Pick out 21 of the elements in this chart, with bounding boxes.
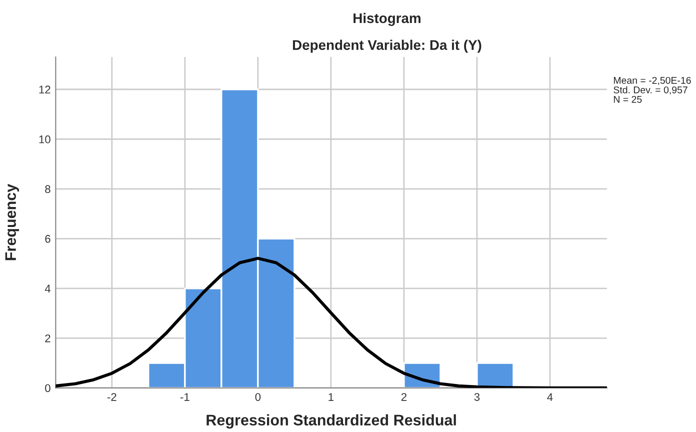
text: N = 25 — [614, 96, 642, 103]
y-tick-label: 2 — [45, 334, 50, 342]
x-axis-title: Regression Standardized Residual — [206, 414, 456, 429]
x-tick-label: 4 — [547, 393, 553, 401]
chart-title: Histogram — [354, 12, 420, 26]
y-tick-label: 4 — [44, 284, 50, 292]
y-tick-label: 8 — [45, 185, 50, 194]
chart-subtitle: Dependent Variable: Da it (Y) — [292, 40, 482, 53]
y-tick-label: 12 — [39, 86, 50, 94]
x-tick-label: -1 — [180, 393, 190, 401]
text: Mean = -2,50E-16 — [614, 76, 691, 85]
x-tick-label: 1 — [328, 393, 334, 401]
y-tick-label: 6 — [45, 234, 50, 243]
y-tick-label: 10 — [39, 135, 50, 144]
y-tick-label: 0 — [45, 384, 50, 392]
x-tick-label: 3 — [474, 393, 480, 401]
text: Std. Dev. = 0,957 — [614, 86, 688, 94]
x-tick-label: 2 — [401, 393, 406, 401]
x-tick-label: 0 — [255, 393, 261, 401]
x-tick-label: -2 — [107, 393, 116, 401]
y-axis-title: Frequency — [5, 184, 20, 260]
